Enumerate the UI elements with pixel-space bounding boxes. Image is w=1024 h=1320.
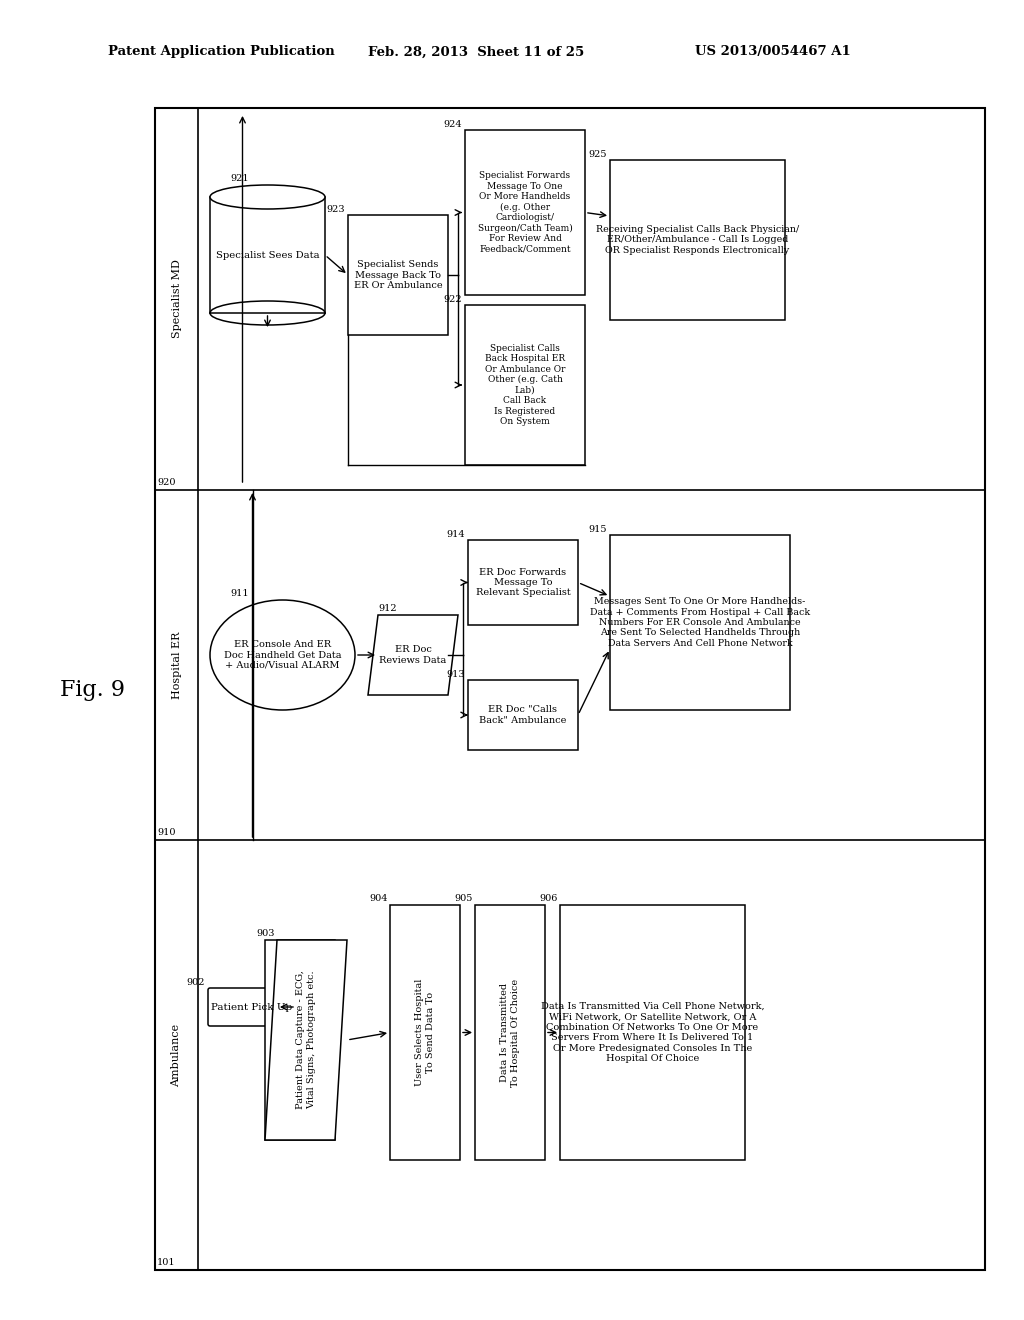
Ellipse shape: [210, 301, 325, 325]
Text: Specialist Calls
Back Hospital ER
Or Ambulance Or
Other (e.g. Cath
Lab)
Call Bac: Specialist Calls Back Hospital ER Or Amb…: [484, 345, 565, 426]
Text: Ambulance: Ambulance: [171, 1023, 181, 1086]
Text: 921: 921: [230, 174, 249, 183]
Text: ER Doc "Calls
Back" Ambulance: ER Doc "Calls Back" Ambulance: [479, 705, 566, 725]
Text: ER Console And ER
Doc Handheld Get Data
+ Audio/Visual ALARM: ER Console And ER Doc Handheld Get Data …: [224, 640, 341, 671]
Bar: [155, 108, 985, 1270]
Bar: [560, 906, 745, 1160]
Text: Data Is Transmitted
To Hospital Of Choice: Data Is Transmitted To Hospital Of Choic…: [501, 978, 520, 1086]
Text: 923: 923: [327, 205, 345, 214]
Text: 912: 912: [378, 605, 396, 612]
Text: Fig. 9: Fig. 9: [60, 678, 125, 701]
Bar: [465, 305, 585, 465]
Bar: [465, 129, 585, 294]
Text: Patent Application Publication: Patent Application Publication: [108, 45, 335, 58]
Text: Hospital ER: Hospital ER: [171, 631, 181, 698]
Text: 915: 915: [589, 525, 607, 535]
Bar: [348, 215, 449, 335]
Text: Specialist Forwards
Message To One
Or More Handhelds
(e.g. Other
Cardiologist/
S: Specialist Forwards Message To One Or Mo…: [477, 172, 572, 253]
Text: 910: 910: [157, 828, 175, 837]
Ellipse shape: [210, 185, 325, 209]
Text: 904: 904: [370, 894, 388, 903]
Text: User Selects Hospital
To Send Data To: User Selects Hospital To Send Data To: [416, 979, 435, 1086]
Text: Specialist Sends
Message Back To
ER Or Ambulance: Specialist Sends Message Back To ER Or A…: [353, 260, 442, 290]
Text: 913: 913: [446, 671, 465, 678]
Bar: [265, 940, 335, 1140]
Text: 902: 902: [186, 978, 205, 987]
Text: 925: 925: [589, 150, 607, 158]
FancyBboxPatch shape: [208, 987, 296, 1026]
Text: US 2013/0054467 A1: US 2013/0054467 A1: [695, 45, 851, 58]
Text: 903: 903: [256, 929, 275, 939]
Bar: [475, 906, 545, 1160]
Text: 920: 920: [157, 478, 175, 487]
Text: Feb. 28, 2013  Sheet 11 of 25: Feb. 28, 2013 Sheet 11 of 25: [368, 45, 585, 58]
PathPatch shape: [368, 615, 458, 696]
Text: Receiving Specialist Calls Back Physician/
ER/Other/Ambulance - Call Is Logged
O: Receiving Specialist Calls Back Physicia…: [596, 226, 799, 255]
Text: ER Doc Forwards
Message To
Relevant Specialist: ER Doc Forwards Message To Relevant Spec…: [475, 568, 570, 598]
Text: Specialist Sees Data: Specialist Sees Data: [216, 251, 319, 260]
Text: 911: 911: [230, 589, 249, 598]
Bar: [468, 680, 578, 750]
Text: Patient Pick Up: Patient Pick Up: [211, 1002, 293, 1011]
Text: 101: 101: [157, 1258, 176, 1267]
Text: 924: 924: [443, 120, 462, 129]
Ellipse shape: [210, 601, 355, 710]
Bar: [468, 540, 578, 624]
Text: 922: 922: [443, 294, 462, 304]
PathPatch shape: [265, 940, 347, 1140]
Text: ER Doc
Reviews Data: ER Doc Reviews Data: [379, 645, 446, 665]
Text: 906: 906: [540, 894, 558, 903]
Text: Patient Data Capture - ECG,
Vital Signs, Photograph etc.: Patient Data Capture - ECG, Vital Signs,…: [296, 970, 315, 1109]
Bar: [390, 906, 460, 1160]
Bar: [610, 160, 785, 319]
Text: Specialist MD: Specialist MD: [171, 260, 181, 338]
Text: Messages Sent To One Or More Handhelds-
Data + Comments From Hostipal + Call Bac: Messages Sent To One Or More Handhelds- …: [590, 597, 810, 648]
Text: 914: 914: [446, 531, 465, 539]
Text: Data Is Transmitted Via Cell Phone Network,
WiFi Network, Or Satellite Network, : Data Is Transmitted Via Cell Phone Netwo…: [541, 1002, 764, 1063]
Bar: [610, 535, 790, 710]
Text: 905: 905: [455, 894, 473, 903]
